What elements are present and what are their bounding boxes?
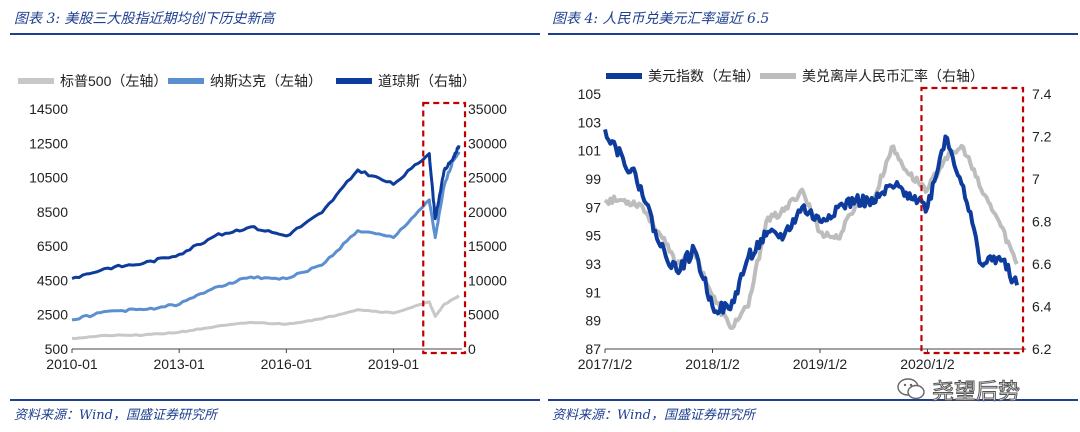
left-ytick-right: 15000 — [468, 238, 507, 254]
right-ytick-left: 105 — [578, 86, 602, 102]
left-ytick-left: 4500 — [37, 272, 68, 288]
right-xtick-label: 2018/1/2 — [685, 356, 740, 372]
left-chart-panel: 图表 3: 美股三大股指近期均创下历史新高 500 2500 4500 6500 850… — [10, 0, 540, 432]
right-chart-panel: 图表 4: 人民币兑美元汇率逼近 6.5 87 89 91 93 95 97 99 101 10… — [548, 0, 1078, 432]
left-series-line — [71, 294, 460, 340]
left-ytick-left: 8500 — [37, 204, 68, 220]
right-ytick-left: 103 — [578, 114, 602, 130]
right-series-line — [603, 128, 1019, 316]
right-xtick-label: 2019/1/2 — [793, 356, 848, 372]
left-ytick-right: 10000 — [468, 272, 507, 288]
right-ytick-right: 7 — [1032, 171, 1040, 187]
left-series-line — [71, 151, 461, 322]
left-ytick-left: 2500 — [37, 307, 68, 323]
right-xtick-label: 2020/1/2 — [900, 356, 955, 372]
left-xtick-label: 2010-01 — [46, 356, 98, 372]
right-xtick-label: 2017/1/2 — [578, 356, 633, 372]
left-chart-title: 图表 3: 美股三大股指近期均创下历史新高 — [14, 11, 275, 27]
left-ytick-left: 500 — [45, 341, 69, 357]
watermark: 尧望后势 — [896, 372, 1076, 408]
right-ytick-left: 91 — [585, 284, 601, 300]
right-chart-svg: 87 89 91 93 95 97 99 101 103 105 6.2 6.4 6.6 6.8 7 7.2 7… — [578, 68, 1052, 372]
right-chart-title: 图表 4: 人民币兑美元汇率逼近 6.5 — [552, 11, 770, 27]
left-legend-label: 道琼斯（右轴） — [378, 73, 476, 89]
left-ytick-right: 35000 — [468, 101, 507, 117]
left-ytick-right: 30000 — [468, 135, 507, 151]
left-legend-label: 标普500（左轴） — [60, 73, 167, 89]
right-ytick-right: 6.4 — [1032, 299, 1052, 315]
left-highlight-box — [422, 101, 467, 355]
right-ytick-left: 89 — [585, 313, 601, 329]
right-ytick-left: 101 — [578, 143, 602, 159]
left-ytick-left: 6500 — [37, 238, 68, 254]
left-source-rule — [10, 399, 540, 401]
left-source-note: 资料来源：Wind，国盛证券研究所 — [14, 408, 217, 423]
left-chart-svg: 500 2500 4500 6500 8500 10500 12500 14500 0 5000 1… — [18, 73, 507, 372]
right-source-note: 资料来源：Wind，国盛证券研究所 — [552, 408, 755, 423]
left-ytick-right: 5000 — [468, 307, 499, 323]
right-ytick-left: 87 — [585, 341, 601, 357]
right-ytick-right: 6.2 — [1032, 341, 1052, 357]
left-legend-label: 纳斯达克（左轴） — [210, 73, 322, 89]
left-ytick-right: 20000 — [468, 204, 507, 220]
left-ytick-right: 25000 — [468, 170, 507, 186]
right-ytick-right: 7.2 — [1032, 129, 1052, 145]
left-xtick-label: 2013-01 — [153, 356, 205, 372]
right-ytick-left: 97 — [585, 199, 601, 215]
wechat-icon — [897, 378, 925, 400]
right-legend-label: 美元指数（左轴） — [648, 68, 760, 84]
right-ytick-left: 93 — [585, 256, 601, 272]
right-title-rule — [548, 33, 1078, 35]
right-source-rule — [548, 399, 1078, 401]
right-ytick-left: 95 — [585, 228, 601, 244]
left-xtick-label: 2019-01 — [368, 356, 420, 372]
left-ytick-left: 14500 — [29, 101, 68, 117]
right-ytick-right: 6.6 — [1032, 256, 1052, 272]
right-highlight-box — [920, 86, 1025, 355]
left-ytick-right: 0 — [468, 341, 476, 357]
right-legend-label: 美兑离岸人民币汇率（右轴） — [802, 68, 984, 84]
right-ytick-left: 99 — [585, 171, 601, 187]
left-title-rule — [10, 33, 540, 35]
right-ytick-right: 6.8 — [1032, 214, 1052, 230]
left-ytick-left: 12500 — [29, 135, 68, 151]
left-ytick-left: 10500 — [29, 170, 68, 186]
left-xtick-label: 2016-01 — [261, 356, 313, 372]
right-ytick-right: 7.4 — [1032, 86, 1052, 102]
left-series-line — [71, 144, 461, 280]
watermark-text: 尧望后势 — [931, 380, 1021, 406]
